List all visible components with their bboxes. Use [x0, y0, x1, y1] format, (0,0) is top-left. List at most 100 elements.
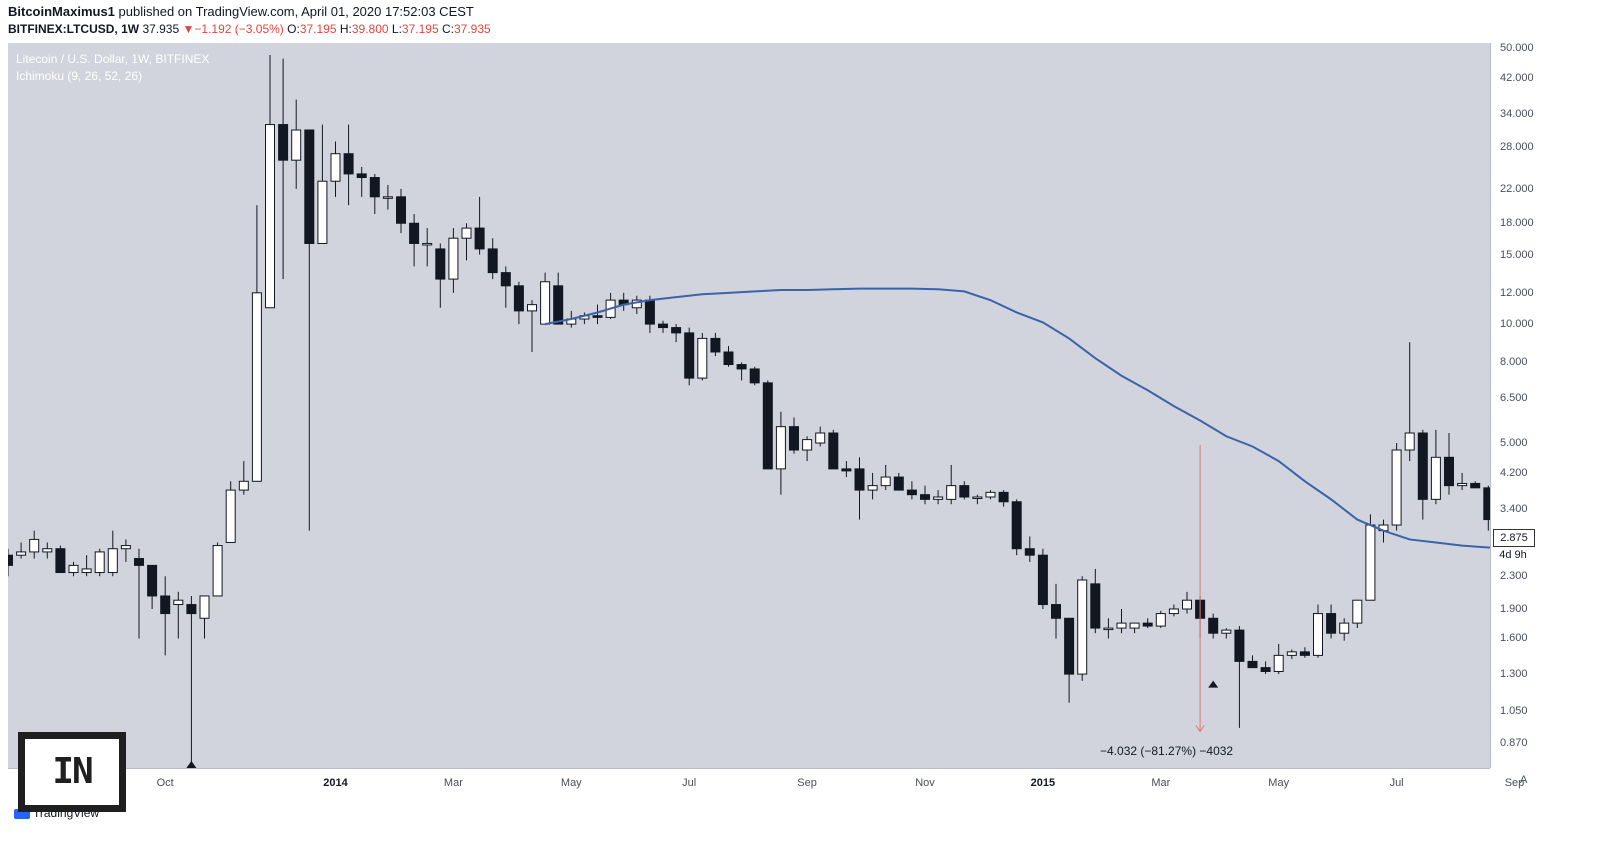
measure-label: −4.032 (−81.27%) −4032 [1100, 744, 1234, 758]
price-axis[interactable] [1490, 43, 1564, 768]
candle-down [1011, 501, 1022, 550]
candle-down [1483, 487, 1490, 521]
time-tick-label: Jul [682, 777, 697, 789]
series-legend[interactable]: Litecoin / U.S. Dollar, 1W, BITFINEX [16, 52, 210, 66]
candle-down [789, 426, 799, 451]
open-value: 37.195 [299, 22, 337, 36]
high-value: 39.800 [351, 22, 389, 36]
candle-up [1286, 651, 1297, 656]
candle-up [1549, 538, 1558, 543]
candle-down [1234, 629, 1245, 662]
candle-down [1037, 554, 1048, 606]
measure-arrow-icon [1195, 725, 1205, 733]
candle-up [815, 432, 826, 444]
change-arrow-icon: ▼ [182, 22, 195, 36]
candle-down [278, 124, 289, 161]
price-tick-label: 42.000 [1500, 71, 1534, 84]
candle-down [1444, 456, 1454, 487]
candle-up [317, 180, 328, 244]
price-tick-label: 1.050 [1500, 704, 1528, 717]
candle-up [1391, 449, 1402, 526]
time-tick-label: May [560, 777, 582, 789]
candle-up [1103, 627, 1114, 631]
candle-up [933, 496, 944, 500]
candle-up [1077, 579, 1088, 675]
candle-down [1208, 617, 1219, 634]
indicator-legend[interactable]: Ichimoku (9, 26, 52, 26) [16, 69, 143, 83]
candle-up [461, 227, 472, 239]
candle-up [448, 237, 459, 280]
candle-down [474, 227, 485, 250]
candle-down [592, 315, 603, 318]
candle-up [251, 292, 262, 482]
time-tick-label: Nov [915, 777, 935, 789]
low-label: L: [391, 22, 402, 36]
bar-countdown: 4d 9h [1493, 547, 1533, 563]
candle-down [1260, 667, 1271, 672]
candle-down [1247, 660, 1258, 669]
time-axis[interactable] [8, 768, 1490, 797]
triangle-marker-icon [186, 760, 197, 768]
candle-down [500, 272, 511, 287]
candle-up [985, 491, 996, 498]
author-name[interactable]: BitcoinMaximus1 [8, 4, 115, 19]
candle-up [94, 551, 105, 574]
candle-down [854, 468, 865, 491]
time-tick-label: 2014 [323, 777, 348, 789]
candle-down [1090, 583, 1101, 629]
candle-up [1168, 608, 1179, 615]
candle-up [1221, 629, 1232, 634]
candle-down [959, 485, 970, 498]
ichimoku-span-line [544, 287, 1490, 549]
close-value: 37.935 [453, 22, 491, 36]
candle-down [1024, 548, 1035, 556]
price-tick-label: 0.870 [1500, 737, 1528, 749]
candle-up [1129, 622, 1140, 629]
candle-up [16, 551, 27, 556]
candle-down [1470, 482, 1481, 489]
time-tick-label: Mar [1151, 777, 1171, 789]
auto-scale-button[interactable]: A [1520, 774, 1528, 786]
candle-up [880, 476, 891, 487]
candle-down [1326, 613, 1337, 634]
candle-down [658, 323, 668, 329]
candle-up [1536, 542, 1545, 548]
price-tick-label: 34.000 [1500, 108, 1534, 121]
price-tick-label: 12.000 [1500, 286, 1534, 299]
time-tick-label: May [1268, 777, 1290, 789]
candle-down [723, 351, 734, 366]
time-tick-label: Oct [156, 777, 174, 789]
candle-up [697, 337, 708, 379]
last-value: 37.935 [142, 22, 180, 36]
candle-up [527, 304, 537, 312]
symbol-label: BITFINEX:LTCUSD, 1W [8, 22, 140, 36]
time-tick-label: Jul [1389, 777, 1404, 789]
candle-down [1417, 432, 1428, 500]
price-tick-label: 1.300 [1500, 668, 1528, 681]
price-tick-label: 1.900 [1500, 602, 1528, 615]
candle-up [422, 242, 433, 246]
candle-up [238, 480, 249, 491]
price-tick-label: 8.000 [1500, 356, 1528, 369]
candle-up [540, 281, 551, 325]
published-text: published on TradingView.com, April 01, … [114, 4, 474, 19]
candle-up [1339, 622, 1350, 634]
candle-up [199, 595, 210, 619]
last-price-tag: 2.875 [1493, 529, 1535, 547]
candle-up [68, 564, 79, 574]
candle-up [1313, 613, 1323, 656]
candle-down [343, 153, 354, 175]
candle-down [1064, 617, 1075, 675]
candle-up [1430, 456, 1441, 500]
candle-down [684, 332, 695, 379]
candle-up [107, 548, 118, 574]
candle-down [304, 129, 315, 244]
candle-up [29, 538, 40, 553]
candle-up [225, 489, 236, 543]
price-tick-label: 5.000 [1500, 437, 1528, 449]
price-tick-label: 6.500 [1500, 392, 1528, 404]
candle-down [749, 368, 760, 384]
candle-up [120, 545, 131, 550]
candle-up [1273, 654, 1284, 672]
watermark-text: IN [52, 751, 93, 792]
